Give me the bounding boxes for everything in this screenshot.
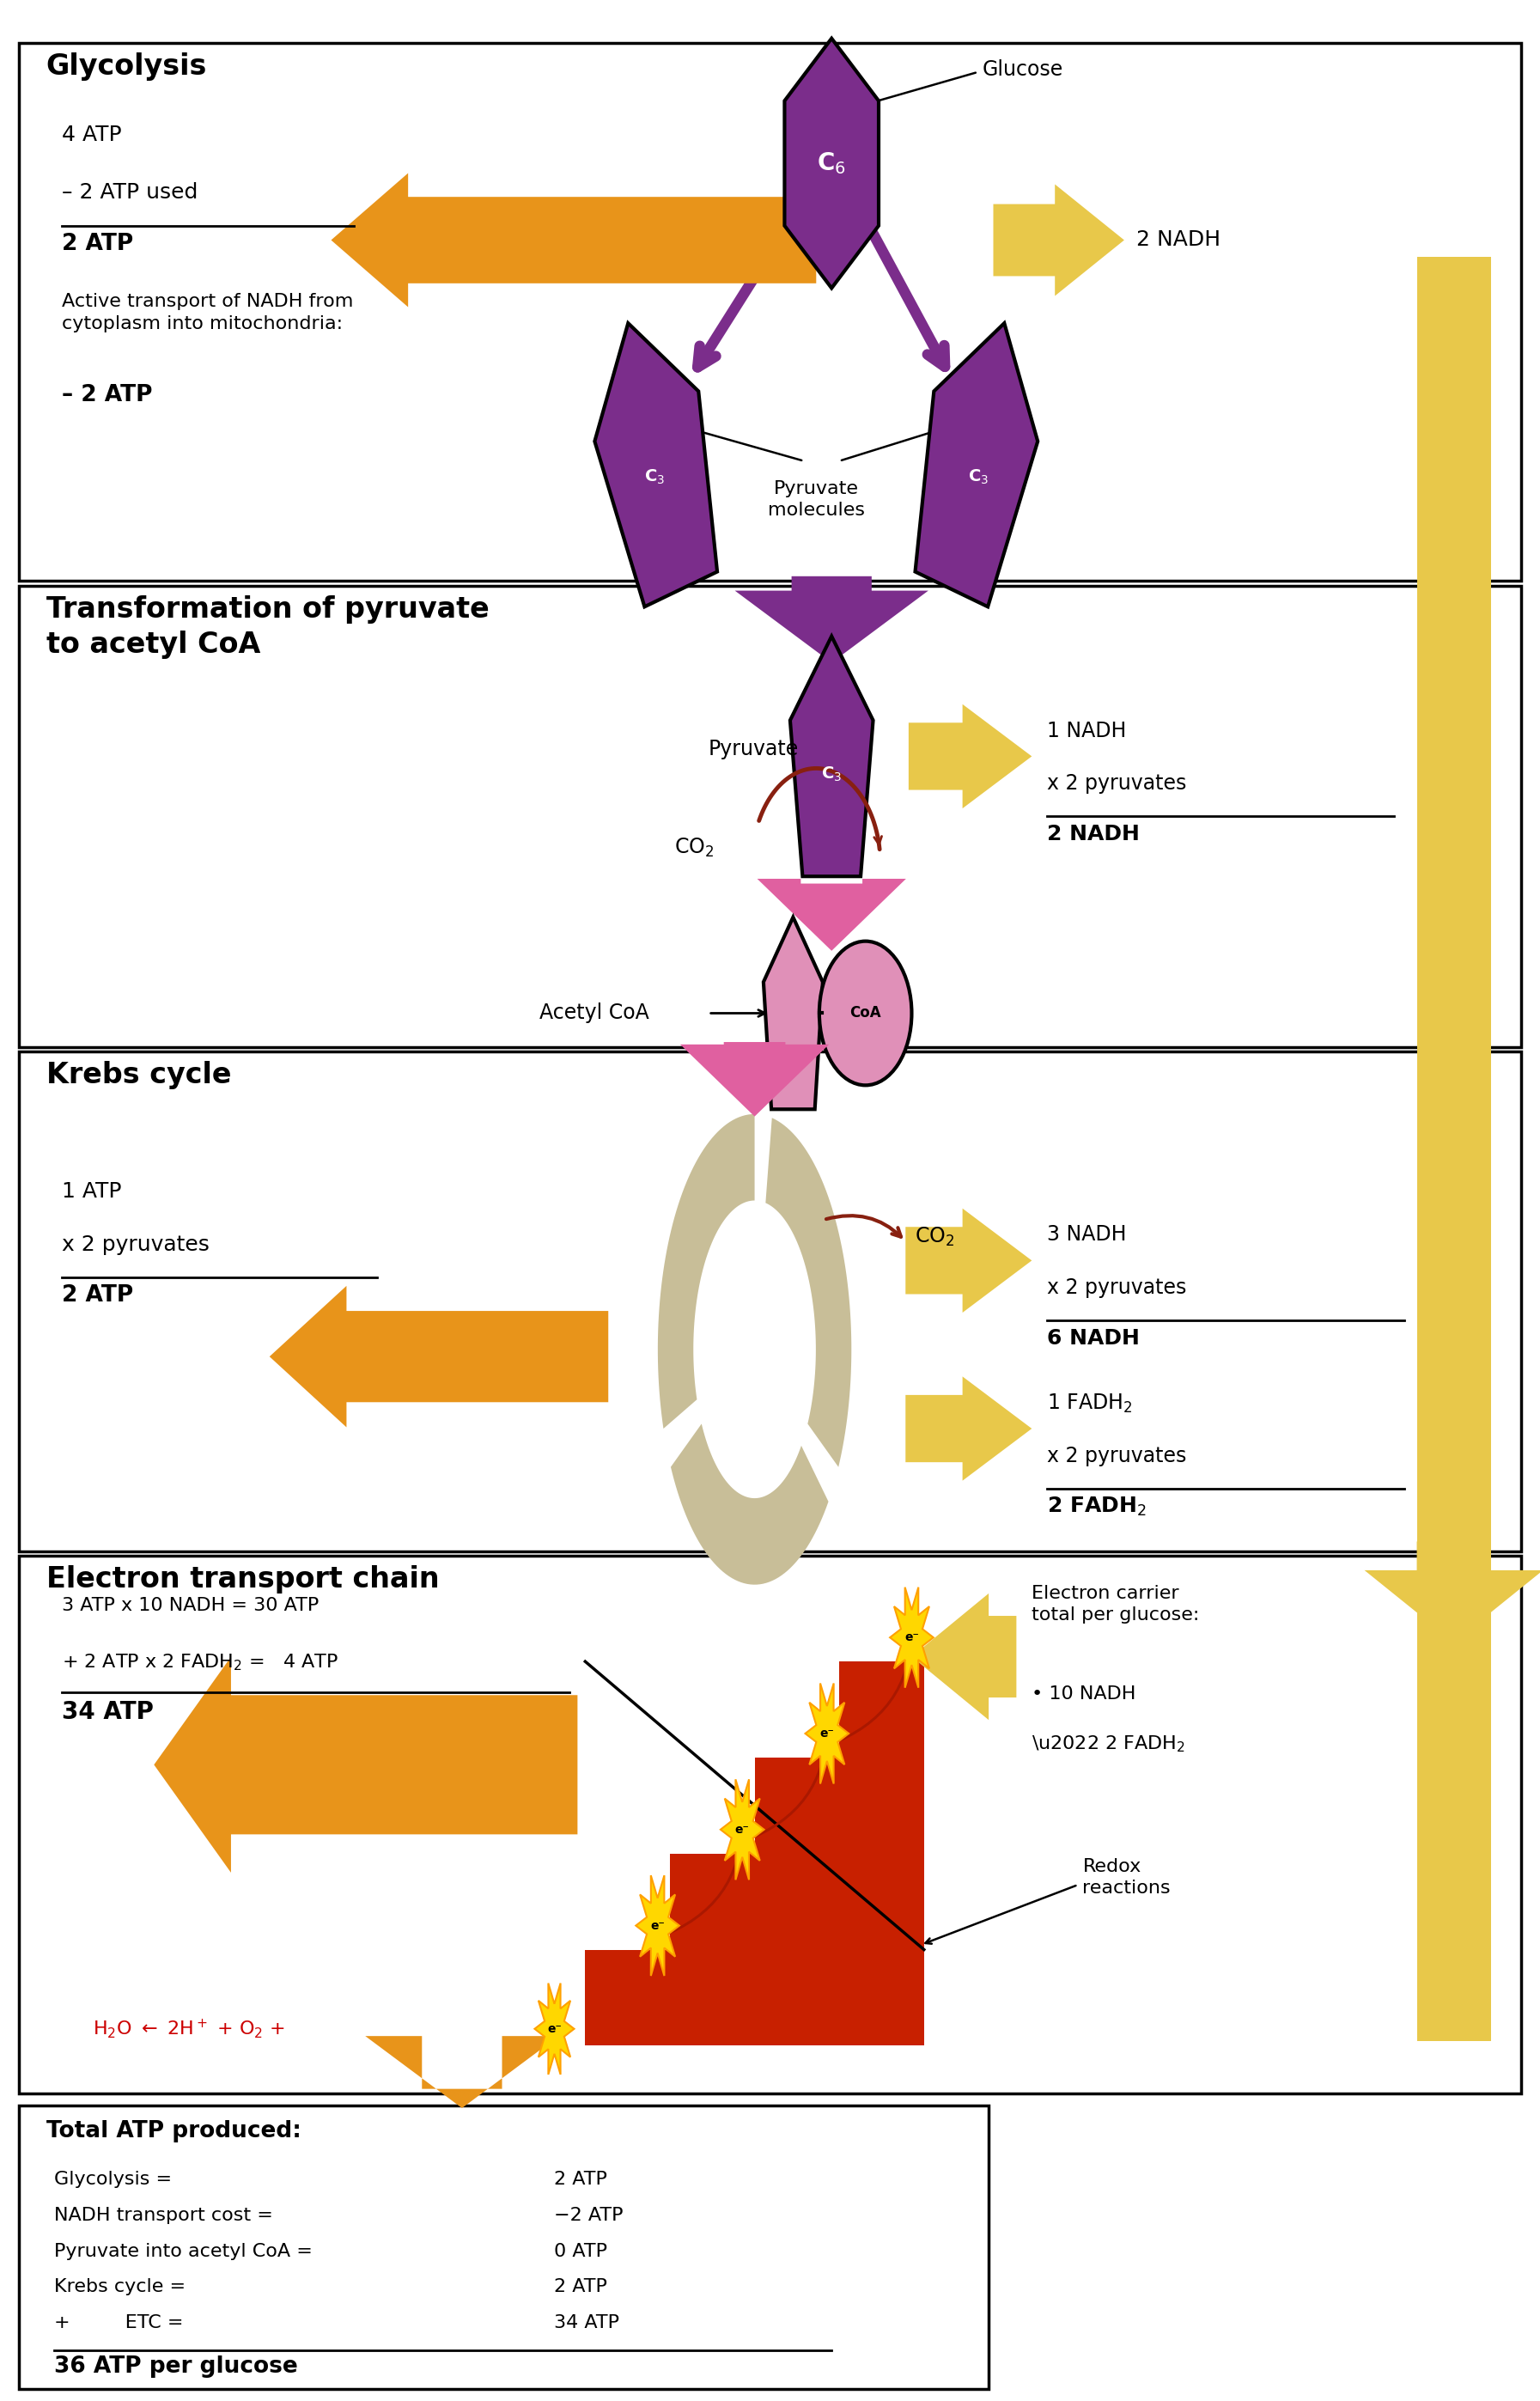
Polygon shape bbox=[758, 879, 906, 951]
Text: x 2 pyruvates: x 2 pyruvates bbox=[1047, 1277, 1187, 1299]
Text: 4 ATP: 4 ATP bbox=[62, 125, 122, 146]
Bar bbox=[18, 43, 1522, 581]
Text: Electron transport chain: Electron transport chain bbox=[46, 1565, 439, 1594]
Text: Glucose: Glucose bbox=[983, 60, 1064, 79]
Text: Electron carrier
total per glucose:: Electron carrier total per glucose: bbox=[1032, 1585, 1200, 1623]
Polygon shape bbox=[890, 1587, 933, 1688]
Text: C$_3$: C$_3$ bbox=[821, 766, 842, 783]
Text: +         ETC =: + ETC = bbox=[54, 2315, 183, 2331]
Text: 2 FADH$_2$: 2 FADH$_2$ bbox=[1047, 1496, 1147, 1517]
Polygon shape bbox=[765, 1119, 852, 1467]
Text: 6 NADH: 6 NADH bbox=[1047, 1328, 1140, 1349]
Text: 2 ATP: 2 ATP bbox=[554, 2279, 608, 2295]
Text: Glycolysis: Glycolysis bbox=[46, 53, 208, 82]
Text: 1 FADH$_2$: 1 FADH$_2$ bbox=[1047, 1393, 1132, 1414]
Polygon shape bbox=[721, 1779, 764, 1880]
Bar bbox=[18, 1052, 1522, 1551]
Text: C$_6$: C$_6$ bbox=[818, 151, 845, 175]
Polygon shape bbox=[1364, 1541, 1540, 1642]
Polygon shape bbox=[681, 1042, 829, 1116]
Text: 2 ATP: 2 ATP bbox=[62, 1285, 132, 1306]
Polygon shape bbox=[805, 1683, 849, 1784]
Text: 2 NADH: 2 NADH bbox=[1047, 824, 1140, 845]
Text: x 2 pyruvates: x 2 pyruvates bbox=[62, 1234, 209, 1256]
Text: 2 ATP: 2 ATP bbox=[62, 233, 132, 255]
Polygon shape bbox=[331, 173, 816, 307]
Polygon shape bbox=[906, 1208, 1032, 1313]
Polygon shape bbox=[671, 1424, 829, 1585]
Text: 2 NADH: 2 NADH bbox=[1137, 230, 1221, 250]
Text: Acetyl CoA: Acetyl CoA bbox=[539, 1004, 648, 1023]
Text: 36 ATP per glucose: 36 ATP per glucose bbox=[54, 2355, 297, 2377]
Text: Transformation of pyruvate
to acetyl CoA: Transformation of pyruvate to acetyl CoA bbox=[46, 595, 490, 658]
Text: Krebs cycle =: Krebs cycle = bbox=[54, 2279, 185, 2295]
Text: x 2 pyruvates: x 2 pyruvates bbox=[1047, 773, 1187, 795]
Circle shape bbox=[819, 941, 912, 1085]
Polygon shape bbox=[594, 324, 718, 607]
Bar bbox=[18, 2106, 989, 2389]
Text: C$_3$: C$_3$ bbox=[644, 468, 665, 487]
Polygon shape bbox=[790, 636, 873, 876]
Text: Total ATP produced:: Total ATP produced: bbox=[46, 2120, 302, 2142]
Text: 34 ATP: 34 ATP bbox=[62, 1700, 154, 1724]
Text: 34 ATP: 34 ATP bbox=[554, 2315, 619, 2331]
Polygon shape bbox=[534, 1983, 574, 2074]
Polygon shape bbox=[784, 38, 879, 288]
Bar bbox=[1417, 257, 1491, 2041]
Polygon shape bbox=[735, 576, 929, 663]
Text: 1 NADH: 1 NADH bbox=[1047, 720, 1127, 742]
Text: e⁻: e⁻ bbox=[819, 1726, 835, 1741]
Text: CoA: CoA bbox=[850, 1006, 881, 1020]
Text: e⁻: e⁻ bbox=[547, 2022, 562, 2036]
Polygon shape bbox=[909, 703, 1032, 809]
Text: Pyruvate
molecules: Pyruvate molecules bbox=[767, 480, 865, 519]
Polygon shape bbox=[154, 1657, 578, 1873]
Text: + 2 ATP x 2 FADH$_2$ =   4 ATP: + 2 ATP x 2 FADH$_2$ = 4 ATP bbox=[62, 1652, 339, 1671]
Polygon shape bbox=[636, 1875, 679, 1976]
Text: CO$_2$: CO$_2$ bbox=[915, 1225, 955, 1249]
Polygon shape bbox=[915, 324, 1038, 607]
Polygon shape bbox=[658, 1114, 755, 1429]
Text: −2 ATP: −2 ATP bbox=[554, 2207, 624, 2223]
Text: \u2022 2 FADH$_2$: \u2022 2 FADH$_2$ bbox=[1032, 1734, 1186, 1753]
Text: 0 ATP: 0 ATP bbox=[554, 2243, 608, 2259]
Text: 3 NADH: 3 NADH bbox=[1047, 1225, 1127, 1246]
Text: e⁻: e⁻ bbox=[650, 1918, 665, 1933]
Text: e⁻: e⁻ bbox=[904, 1630, 919, 1645]
Text: H$_2$O $\leftarrow$ 2H$^+$ + O$_2$ +: H$_2$O $\leftarrow$ 2H$^+$ + O$_2$ + bbox=[92, 2017, 285, 2041]
Text: 2 ATP: 2 ATP bbox=[554, 2171, 608, 2187]
Polygon shape bbox=[365, 2036, 559, 2108]
Text: Pyruvate into acetyl CoA =: Pyruvate into acetyl CoA = bbox=[54, 2243, 313, 2259]
Polygon shape bbox=[764, 917, 822, 1109]
Text: Pyruvate: Pyruvate bbox=[708, 740, 799, 759]
Text: x 2 pyruvates: x 2 pyruvates bbox=[1047, 1445, 1187, 1467]
Text: Active transport of NADH from
cytoplasm into mitochondria:: Active transport of NADH from cytoplasm … bbox=[62, 293, 353, 334]
Text: CO$_2$: CO$_2$ bbox=[675, 836, 715, 860]
Text: – 2 ATP used: – 2 ATP used bbox=[62, 182, 197, 204]
Text: Redox
reactions: Redox reactions bbox=[1083, 1858, 1170, 1897]
Text: • 10 NADH: • 10 NADH bbox=[1032, 1686, 1137, 1702]
Polygon shape bbox=[993, 185, 1124, 295]
Polygon shape bbox=[912, 1594, 1016, 1719]
Polygon shape bbox=[906, 1376, 1032, 1481]
Text: 3 ATP x 10 NADH = 30 ATP: 3 ATP x 10 NADH = 30 ATP bbox=[62, 1597, 319, 1613]
Text: 1 ATP: 1 ATP bbox=[62, 1181, 122, 1203]
Bar bbox=[18, 1556, 1522, 2094]
Polygon shape bbox=[270, 1287, 608, 1426]
Text: C$_3$: C$_3$ bbox=[967, 468, 989, 487]
Text: NADH transport cost =: NADH transport cost = bbox=[54, 2207, 273, 2223]
Text: e⁻: e⁻ bbox=[735, 1822, 750, 1837]
Text: – 2 ATP: – 2 ATP bbox=[62, 384, 152, 406]
Text: Glycolysis =: Glycolysis = bbox=[54, 2171, 171, 2187]
Bar bbox=[18, 586, 1522, 1047]
Polygon shape bbox=[585, 1661, 924, 2046]
Text: Krebs cycle: Krebs cycle bbox=[46, 1061, 231, 1090]
